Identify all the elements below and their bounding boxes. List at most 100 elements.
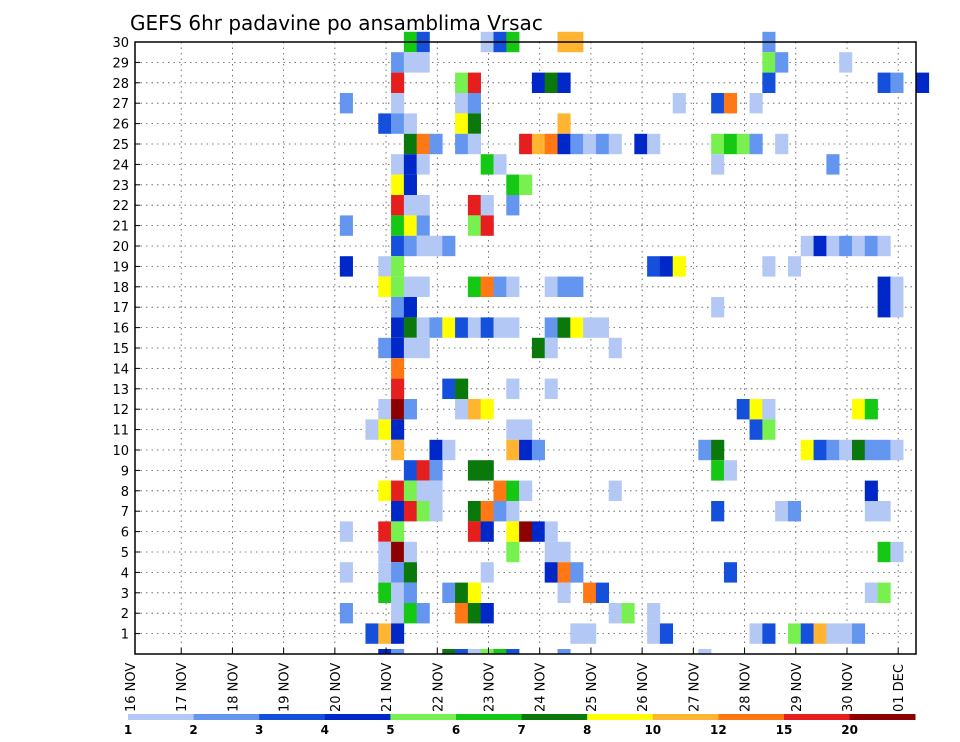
precip-cell xyxy=(851,623,866,644)
precip-cell xyxy=(890,276,904,297)
precip-cell xyxy=(544,521,558,542)
y-tick-label: 12 xyxy=(112,403,129,418)
precip-cell xyxy=(864,501,878,522)
x-tick-label: 23 NOV xyxy=(483,663,498,712)
y-tick-label: 18 xyxy=(112,281,129,296)
precip-cell xyxy=(634,133,648,155)
precip-cell xyxy=(762,399,776,420)
colorbar-swatch xyxy=(456,714,522,720)
y-axis-ticks: 1234567891011121314151617181920212223242… xyxy=(112,36,140,643)
colorbar-label: 5 xyxy=(386,723,394,737)
precip-cell xyxy=(391,541,405,563)
precip-cell xyxy=(493,154,507,175)
precip-cell xyxy=(391,419,405,440)
precip-cell xyxy=(416,317,430,338)
precip-cell xyxy=(877,276,891,297)
data-cells xyxy=(339,31,930,654)
precip-cell xyxy=(493,276,507,297)
y-tick-label: 27 xyxy=(112,97,129,112)
precip-cell xyxy=(864,480,878,501)
precip-cell xyxy=(826,154,840,175)
precip-cell xyxy=(519,174,533,195)
precip-cell xyxy=(672,93,686,114)
precip-cell xyxy=(506,276,520,297)
y-tick-label: 8 xyxy=(121,485,129,500)
precip-cell xyxy=(557,133,571,155)
precip-cell xyxy=(391,480,405,501)
precip-cell xyxy=(403,562,417,583)
precip-cell xyxy=(506,439,520,461)
precip-cell xyxy=(659,256,674,277)
precip-cell xyxy=(416,501,430,522)
precip-cell xyxy=(339,256,353,277)
colorbar-label: 4 xyxy=(321,723,329,737)
precip-cell xyxy=(391,439,405,461)
precip-cell xyxy=(480,215,494,236)
precip-cell xyxy=(403,297,417,318)
x-tick-label: 26 NOV xyxy=(636,663,651,712)
precip-cell xyxy=(519,419,533,440)
precip-cell xyxy=(378,623,392,644)
precip-cell xyxy=(378,521,392,542)
precip-cell xyxy=(890,72,904,93)
precip-cell xyxy=(800,623,814,644)
precip-cell xyxy=(723,93,738,114)
precip-cell xyxy=(403,541,417,563)
y-tick-label: 6 xyxy=(121,526,129,541)
precip-cell xyxy=(455,582,469,603)
precip-cell xyxy=(531,521,545,542)
precip-cell xyxy=(506,541,520,563)
precip-cell xyxy=(647,133,661,155)
precip-cell xyxy=(583,582,597,603)
precip-cell xyxy=(403,133,417,155)
precip-cell xyxy=(416,154,430,175)
precip-cell xyxy=(429,501,443,522)
precip-cell xyxy=(813,439,827,461)
precip-cell xyxy=(442,378,456,399)
precip-cell xyxy=(890,297,904,318)
precip-cell xyxy=(455,93,469,114)
precip-cell xyxy=(339,562,353,583)
precip-cell xyxy=(403,582,417,603)
precip-cell xyxy=(480,460,494,481)
precip-cell xyxy=(583,317,597,338)
precip-cell xyxy=(800,235,814,257)
precip-cell xyxy=(583,133,597,155)
precip-cell xyxy=(378,276,392,297)
y-tick-label: 1 xyxy=(121,628,129,643)
precip-cell xyxy=(442,439,456,461)
y-tick-label: 9 xyxy=(121,464,129,479)
precip-cell xyxy=(711,501,725,522)
precip-cell xyxy=(403,399,417,420)
x-tick-label: 30 NOV xyxy=(841,663,856,712)
precip-cell xyxy=(544,378,558,399)
precip-cell xyxy=(416,235,430,257)
y-tick-label: 26 xyxy=(112,118,129,133)
precip-cell xyxy=(749,93,763,114)
precip-cell xyxy=(391,521,405,542)
precip-cell xyxy=(339,521,353,542)
precip-cell xyxy=(506,501,520,522)
precip-cell xyxy=(480,603,494,624)
y-tick-label: 3 xyxy=(121,587,129,602)
precip-cell xyxy=(391,297,405,318)
precip-cell xyxy=(403,317,417,338)
precip-cell xyxy=(762,419,776,440)
precip-cell xyxy=(416,195,430,216)
precip-cell xyxy=(429,317,443,338)
y-tick-label: 16 xyxy=(112,322,129,337)
precip-cell xyxy=(391,154,405,175)
precip-cell xyxy=(570,133,584,155)
x-tick-label: 22 NOV xyxy=(431,663,446,712)
x-tick-label: 29 NOV xyxy=(790,663,805,712)
precip-cell xyxy=(608,133,622,155)
precip-cell xyxy=(391,649,405,654)
precip-cell xyxy=(698,649,712,654)
precip-cell xyxy=(544,541,558,563)
colorbar-swatch xyxy=(193,714,260,720)
precip-cell xyxy=(403,113,417,134)
precip-cell xyxy=(416,337,430,359)
y-tick-label: 10 xyxy=(112,444,129,459)
precip-cell xyxy=(391,582,405,603)
precip-cell xyxy=(749,133,763,155)
